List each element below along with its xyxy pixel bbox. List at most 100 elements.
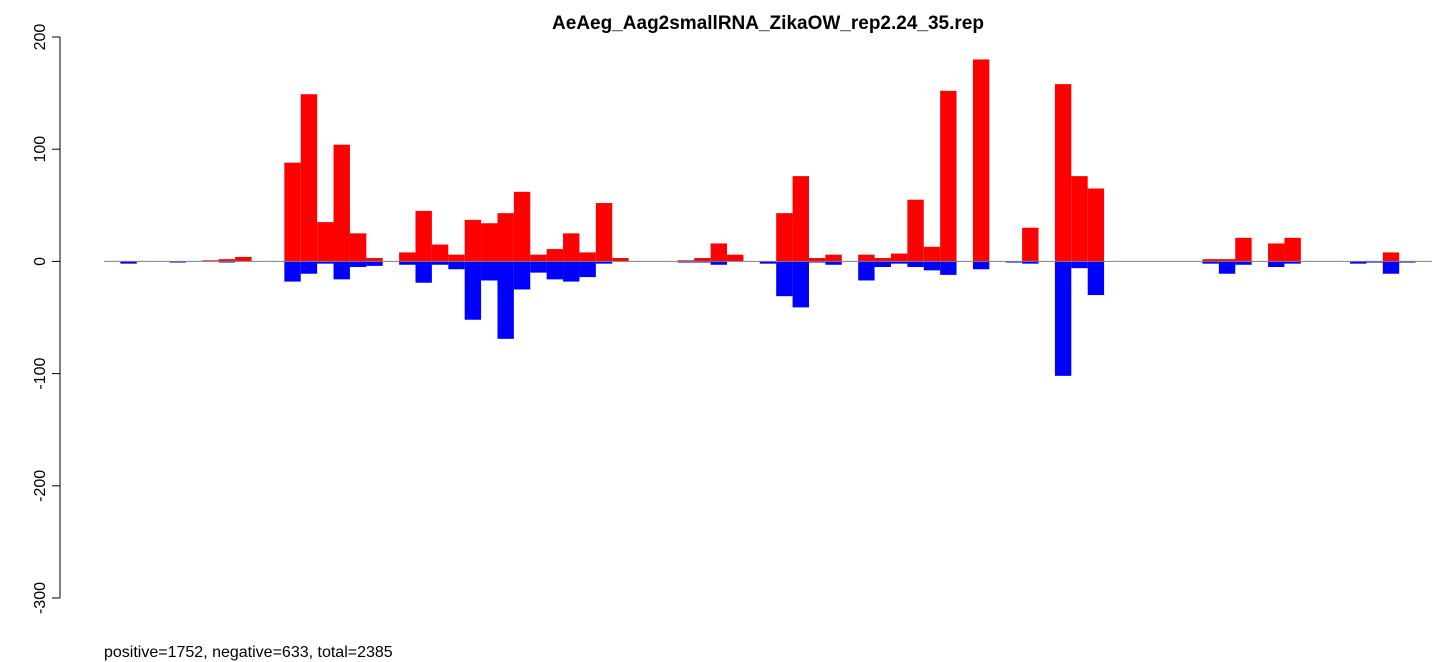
- y-tick-label: 200: [32, 24, 49, 51]
- bar: [349, 261, 367, 268]
- bar: [677, 261, 695, 263]
- bar: [497, 213, 514, 262]
- bar: [1202, 259, 1219, 262]
- bar: [776, 261, 793, 297]
- bar: [333, 144, 350, 262]
- bar: [858, 261, 875, 281]
- y-tick-label: -200: [32, 470, 49, 502]
- bar: [415, 261, 432, 283]
- bar: [808, 261, 826, 263]
- bar: [759, 261, 777, 264]
- bar: [120, 261, 137, 264]
- bar: [1284, 261, 1301, 264]
- bar: [235, 256, 252, 262]
- bar: [825, 254, 842, 262]
- bar: [317, 261, 334, 264]
- bar: [448, 261, 465, 270]
- bar: [1218, 259, 1236, 262]
- bar: [1350, 261, 1367, 264]
- bar: [218, 259, 236, 262]
- bar: [907, 199, 924, 262]
- bar: [858, 254, 875, 262]
- bar: [415, 210, 432, 262]
- bar: [530, 254, 547, 262]
- bar: [579, 261, 596, 278]
- bar: [317, 222, 334, 262]
- bar: [1054, 261, 1072, 376]
- bar: [1366, 261, 1383, 263]
- bar: [513, 261, 531, 290]
- bar: [513, 191, 531, 262]
- bar: [579, 252, 596, 262]
- y-tick-label: -100: [32, 357, 49, 389]
- bar: [1071, 261, 1088, 269]
- bar: [349, 233, 367, 262]
- y-tick-label: 100: [32, 136, 49, 163]
- bar: [874, 258, 891, 262]
- bar: [464, 261, 482, 320]
- bar: [595, 261, 613, 264]
- bar: [546, 249, 564, 262]
- bar: [907, 261, 924, 268]
- bar: [940, 90, 957, 262]
- bar: [218, 261, 236, 263]
- bar: [808, 258, 826, 262]
- y-tick-label: 0: [32, 257, 49, 266]
- bar: [431, 244, 449, 262]
- bar: [776, 213, 793, 262]
- bar: [1202, 261, 1219, 264]
- bar: [1087, 188, 1105, 262]
- bar: [563, 261, 580, 282]
- bar: [1235, 261, 1252, 265]
- bar: [1382, 261, 1400, 274]
- bar: [366, 258, 383, 262]
- bar: [940, 261, 957, 275]
- bar: [1218, 261, 1236, 274]
- bar: [595, 203, 613, 262]
- bar: [727, 254, 744, 262]
- bar: [825, 261, 842, 265]
- bar: [300, 94, 318, 262]
- bar: [366, 261, 383, 266]
- bar: [546, 261, 564, 280]
- bar: [481, 261, 498, 281]
- bar: [1235, 237, 1252, 262]
- bar: [1268, 261, 1285, 268]
- bar: [677, 260, 695, 262]
- bar: [464, 219, 482, 262]
- bar: [284, 261, 301, 282]
- bar: [530, 261, 547, 273]
- bar: [792, 261, 809, 308]
- bar: [563, 233, 580, 262]
- y-tick-label: -300: [32, 582, 49, 614]
- bar: [1268, 243, 1285, 262]
- bar: [890, 261, 908, 264]
- bar: [169, 261, 186, 263]
- bar: [710, 243, 728, 262]
- annotation: positive=1752, negative=633, total=2385: [104, 644, 393, 661]
- bar: [972, 261, 990, 270]
- bar: [612, 258, 629, 262]
- bar: [1022, 227, 1039, 262]
- bar: [1399, 261, 1416, 263]
- bar: [202, 260, 219, 262]
- bar: [481, 223, 498, 262]
- bar: [300, 261, 318, 274]
- bar: [972, 59, 990, 262]
- bar: [1054, 84, 1072, 262]
- bar: [1022, 261, 1039, 264]
- bar: [399, 261, 416, 265]
- bar: [399, 252, 416, 262]
- bar: [1087, 261, 1105, 296]
- bar: [284, 162, 301, 262]
- bar: [448, 254, 465, 262]
- bar: [1382, 252, 1400, 262]
- bar: [1071, 176, 1088, 262]
- bar: [431, 261, 449, 265]
- bar: [497, 261, 514, 339]
- bar: [1284, 237, 1301, 262]
- bar: [923, 246, 941, 262]
- bar: [333, 261, 350, 280]
